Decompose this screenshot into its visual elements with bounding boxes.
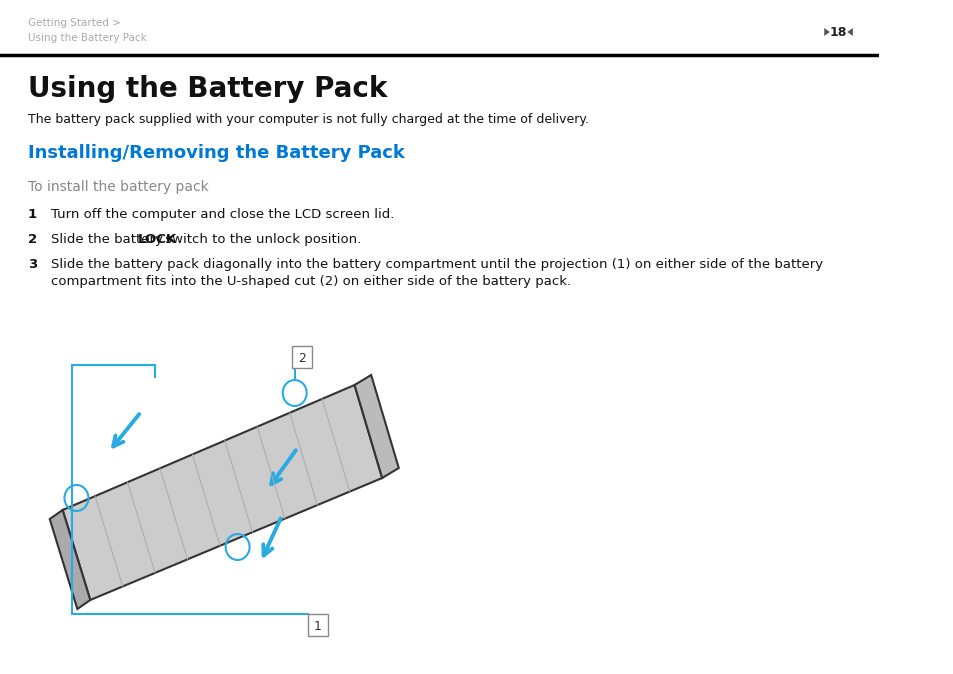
Text: 2: 2 bbox=[28, 233, 37, 246]
Text: Turn off the computer and close the LCD screen lid.: Turn off the computer and close the LCD … bbox=[51, 208, 394, 221]
Text: Using the Battery Pack: Using the Battery Pack bbox=[28, 33, 146, 43]
Text: Getting Started >: Getting Started > bbox=[28, 18, 120, 28]
Text: 18: 18 bbox=[828, 26, 846, 38]
Text: Slide the battery pack diagonally into the battery compartment until the project: Slide the battery pack diagonally into t… bbox=[51, 258, 821, 288]
Polygon shape bbox=[50, 510, 91, 609]
Polygon shape bbox=[846, 28, 852, 36]
Text: 2: 2 bbox=[298, 352, 306, 365]
Text: 3: 3 bbox=[28, 258, 37, 271]
Text: 1: 1 bbox=[314, 619, 321, 632]
Polygon shape bbox=[355, 375, 398, 478]
Text: To install the battery pack: To install the battery pack bbox=[28, 180, 208, 194]
Text: The battery pack supplied with your computer is not fully charged at the time of: The battery pack supplied with your comp… bbox=[28, 113, 588, 126]
Text: LOCK: LOCK bbox=[138, 233, 177, 246]
FancyBboxPatch shape bbox=[292, 346, 312, 368]
Text: Installing/Removing the Battery Pack: Installing/Removing the Battery Pack bbox=[28, 144, 404, 162]
Text: Using the Battery Pack: Using the Battery Pack bbox=[28, 75, 387, 103]
Text: Slide the battery: Slide the battery bbox=[51, 233, 167, 246]
Text: switch to the unlock position.: switch to the unlock position. bbox=[160, 233, 360, 246]
Polygon shape bbox=[63, 385, 382, 600]
Text: 1: 1 bbox=[28, 208, 37, 221]
FancyBboxPatch shape bbox=[307, 614, 328, 636]
Polygon shape bbox=[823, 28, 829, 36]
